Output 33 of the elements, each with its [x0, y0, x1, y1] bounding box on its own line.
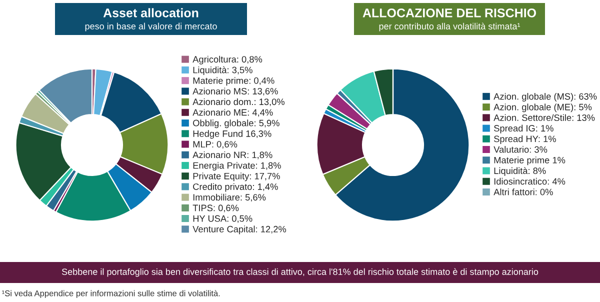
- legend-label: Valutario: 3%: [494, 146, 548, 153]
- legend-label: Altri fattori: 0%: [494, 188, 553, 196]
- legend-label: Azion. Settore/Stile: 13%: [494, 114, 595, 121]
- legend-label: Azionario MS: 13,6%: [192, 88, 278, 96]
- legend-label: Obblig. globale: 5,9%: [193, 120, 280, 128]
- legend-label: Liquidità: 8%: [494, 167, 546, 176]
- legend-label: Spread IG: 1%: [494, 124, 554, 134]
- chart-title: Asset allocation: [103, 8, 198, 18]
- legend-label: Idiosincratico: 4%: [494, 178, 566, 185]
- chart-subtitle: per contributo alla volatilità stimata¹: [379, 22, 520, 32]
- legend-label: Venture Capital: 12,2%: [192, 226, 286, 234]
- legend-label: Azionario NR: 1,8%: [192, 151, 272, 160]
- chart-title: ALLOCAZIONE DEL RISCHIO: [362, 8, 536, 18]
- legend-label: Hedge Fund 16,3%: [193, 130, 272, 139]
- legend-label: Immobiliare: 5,6%: [193, 194, 266, 202]
- legend-label: Azionario dom.: 13,0%: [192, 98, 284, 106]
- legend-label: Azion. globale (ME): 5%: [494, 104, 592, 112]
- legend-label: Credito privato: 1,4%: [193, 183, 278, 192]
- legend-label: Materie prime: 0,4%: [193, 77, 274, 86]
- legend-label: TIPS: 0,6%: [192, 204, 239, 212]
- legend-label: MLP: 0,6%: [193, 141, 238, 149]
- legend-label: Private Equity: 17,7%: [193, 172, 280, 182]
- text: ¹Si veda Appendice per informazioni sulle stime di volatilità.: [2, 290, 220, 298]
- legend-label: Azion. globale (MS): 63%: [494, 92, 597, 102]
- legend-label: HY USA: 0,5%: [193, 215, 252, 223]
- legend-label: Azionario ME: 4,4%: [192, 108, 273, 117]
- legend-label: Liquidità: 3,5%: [193, 66, 252, 76]
- legend-label: Energia Private: 1,8%: [193, 162, 281, 171]
- legend-label: Spread HY: 1%: [494, 135, 556, 144]
- chart-subtitle: peso in base al valore di mercato: [85, 22, 217, 32]
- legend-label: Materie prime 1%: [494, 156, 566, 166]
- legend-label: Agricoltura: 0,8%: [192, 56, 262, 64]
- text: Sebbene il portafoglio sia ben diversificato tra classi di attivo, circa l'81% del rischio totale stimato è di stampo azionario: [62, 268, 538, 277]
